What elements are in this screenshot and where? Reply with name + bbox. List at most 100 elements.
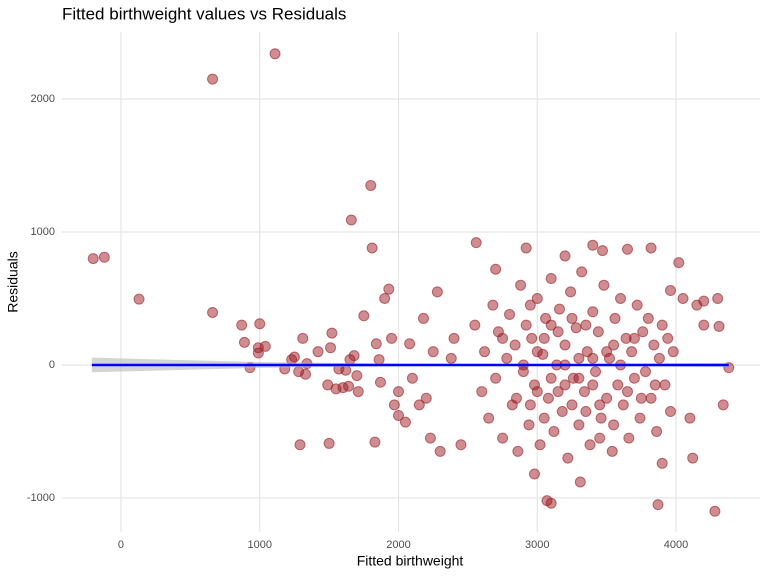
point — [524, 299, 536, 311]
point — [417, 312, 429, 324]
x-axis-label: Fitted birthweight — [357, 553, 464, 569]
point — [479, 346, 491, 358]
point — [559, 379, 571, 391]
y-tick-label: -1000 — [27, 492, 55, 504]
point — [379, 292, 391, 304]
point — [626, 346, 638, 358]
point — [617, 399, 629, 411]
point — [424, 432, 436, 444]
point — [664, 406, 676, 418]
point — [504, 308, 516, 320]
point — [490, 263, 502, 275]
point — [383, 283, 395, 295]
point — [623, 432, 635, 444]
point — [612, 379, 624, 391]
point — [297, 332, 309, 344]
point — [606, 445, 618, 457]
point — [534, 439, 546, 451]
point — [659, 379, 671, 391]
point — [366, 242, 378, 254]
point — [531, 346, 543, 358]
point — [653, 352, 665, 364]
x-tick-label: 3000 — [525, 539, 549, 551]
point — [587, 306, 599, 318]
point — [573, 352, 585, 364]
point — [552, 326, 564, 338]
point — [556, 406, 568, 418]
point — [578, 386, 590, 398]
point — [645, 242, 657, 254]
point — [538, 332, 550, 344]
point — [259, 340, 271, 352]
x-tick-label: 4000 — [664, 539, 688, 551]
point — [300, 368, 312, 380]
point — [345, 214, 357, 226]
point — [684, 412, 696, 424]
point — [98, 251, 110, 263]
point — [369, 436, 381, 448]
point — [325, 342, 337, 354]
point — [545, 273, 557, 285]
point — [497, 332, 509, 344]
point — [510, 392, 522, 404]
point — [649, 379, 661, 391]
point — [628, 332, 640, 344]
y-tick-label: 1000 — [31, 226, 55, 238]
y-tick-label: 0 — [49, 359, 55, 371]
point — [595, 412, 607, 424]
point — [393, 410, 405, 422]
point — [621, 243, 633, 255]
point — [531, 292, 543, 304]
point — [373, 354, 385, 366]
point — [709, 505, 721, 517]
point — [476, 386, 488, 398]
point — [609, 312, 621, 324]
point — [352, 386, 364, 398]
point — [717, 399, 729, 411]
point — [552, 386, 564, 398]
point — [406, 372, 418, 384]
point — [615, 292, 627, 304]
point — [455, 439, 467, 451]
point — [559, 339, 571, 351]
point — [545, 497, 557, 509]
point — [420, 392, 432, 404]
point — [343, 380, 355, 392]
point — [576, 266, 588, 278]
point — [677, 292, 689, 304]
point — [631, 299, 643, 311]
point — [664, 285, 676, 297]
point — [645, 392, 657, 404]
point — [548, 425, 560, 437]
point — [238, 336, 250, 348]
point — [553, 303, 565, 315]
point — [594, 399, 606, 411]
point — [635, 392, 647, 404]
point — [386, 332, 398, 344]
point — [648, 339, 660, 351]
point — [323, 437, 335, 449]
point — [587, 239, 599, 251]
point — [637, 326, 649, 338]
point — [652, 499, 664, 511]
point — [590, 366, 602, 378]
point — [587, 352, 599, 364]
point — [559, 250, 571, 262]
point — [388, 399, 400, 411]
point — [413, 399, 425, 411]
point — [393, 386, 405, 398]
point — [712, 292, 724, 304]
point — [365, 179, 377, 191]
point — [574, 476, 586, 488]
point — [207, 73, 219, 85]
point — [621, 386, 633, 398]
point — [348, 350, 360, 362]
point — [487, 299, 499, 311]
point — [254, 318, 266, 330]
point — [566, 399, 578, 411]
point — [374, 376, 386, 388]
point — [601, 392, 613, 404]
y-tick-label: 2000 — [31, 93, 55, 105]
x-tick-label: 2000 — [386, 539, 410, 551]
